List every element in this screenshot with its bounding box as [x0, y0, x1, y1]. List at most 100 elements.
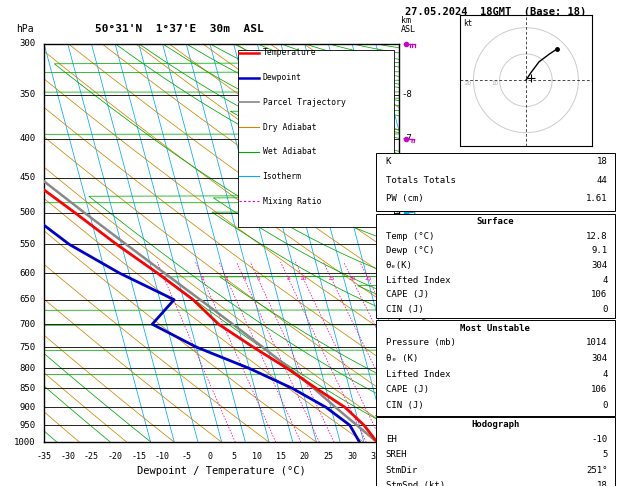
Text: 300: 300: [19, 39, 35, 48]
Text: -8: -8: [401, 90, 412, 99]
Text: Lifted Index: Lifted Index: [386, 369, 450, 379]
Text: θₑ(K): θₑ(K): [386, 261, 413, 270]
Text: CIN (J): CIN (J): [386, 305, 423, 314]
Text: CIN (J): CIN (J): [386, 401, 423, 410]
Text: 700: 700: [19, 320, 35, 329]
Text: 0: 0: [602, 305, 608, 314]
Bar: [376, 320, 615, 416]
Text: Lifted Index: Lifted Index: [386, 276, 450, 285]
Text: 400: 400: [19, 135, 35, 143]
Text: 1.61: 1.61: [586, 194, 608, 204]
Text: 2: 2: [201, 276, 204, 281]
Text: -20: -20: [108, 452, 123, 461]
Text: 5: 5: [602, 451, 608, 459]
Text: 350: 350: [19, 90, 35, 99]
Text: 950: 950: [19, 421, 35, 430]
Text: Dewpoint: Dewpoint: [262, 73, 301, 82]
Text: 9.1: 9.1: [591, 246, 608, 256]
Text: Dewp (°C): Dewp (°C): [386, 246, 434, 256]
Text: Dry Adiabat: Dry Adiabat: [262, 122, 316, 132]
Text: Parcel Trajectory: Parcel Trajectory: [262, 98, 345, 107]
Text: 0: 0: [208, 452, 213, 461]
Text: EH: EH: [386, 435, 396, 444]
Text: 40: 40: [394, 452, 404, 461]
Text: 106: 106: [591, 290, 608, 299]
Text: 3: 3: [225, 276, 228, 281]
Text: Dewpoint / Temperature (°C): Dewpoint / Temperature (°C): [137, 466, 306, 476]
Text: 25: 25: [323, 452, 333, 461]
Text: CAPE (J): CAPE (J): [386, 385, 429, 394]
Bar: [238, 50, 394, 226]
Text: -4: -4: [401, 295, 412, 304]
Text: Hodograph: Hodograph: [471, 420, 520, 430]
Text: Most Unstable: Most Unstable: [460, 324, 530, 333]
Text: 1014: 1014: [586, 338, 608, 347]
Text: -25: -25: [84, 452, 99, 461]
Text: 10: 10: [252, 452, 262, 461]
Bar: [376, 214, 615, 318]
Text: Temperature: Temperature: [262, 49, 316, 57]
Bar: [376, 153, 615, 211]
Text: km
ASL: km ASL: [401, 16, 416, 34]
Text: 251°: 251°: [586, 466, 608, 475]
Text: -5: -5: [401, 240, 412, 249]
Text: -3: -3: [401, 320, 412, 329]
Text: Pressure (mb): Pressure (mb): [386, 338, 455, 347]
Text: 106: 106: [591, 385, 608, 394]
Text: SREH: SREH: [386, 451, 408, 459]
Text: 15: 15: [328, 276, 335, 281]
Text: 20: 20: [299, 452, 309, 461]
Text: -1: -1: [401, 384, 412, 393]
Text: hPa: hPa: [16, 24, 33, 34]
Text: 10: 10: [299, 276, 307, 281]
Text: 15: 15: [276, 452, 286, 461]
Text: 4: 4: [602, 369, 608, 379]
Text: 4: 4: [602, 276, 608, 285]
Text: 8: 8: [287, 276, 290, 281]
Text: PW (cm): PW (cm): [386, 194, 423, 204]
Text: -15: -15: [131, 452, 147, 461]
Text: 800: 800: [19, 364, 35, 373]
Text: 27.05.2024  18GMT  (Base: 18): 27.05.2024 18GMT (Base: 18): [404, 7, 586, 17]
Text: 35: 35: [370, 452, 381, 461]
Text: 550: 550: [19, 240, 35, 249]
Text: StmDir: StmDir: [386, 466, 418, 475]
Text: 304: 304: [591, 261, 608, 270]
Text: -35: -35: [36, 452, 52, 461]
Text: K: K: [386, 157, 391, 167]
Text: Isotherm: Isotherm: [262, 172, 301, 181]
Text: -10: -10: [591, 435, 608, 444]
Text: Mixing Ratio (g/kg): Mixing Ratio (g/kg): [423, 227, 432, 322]
Text: 18: 18: [597, 157, 608, 167]
Text: 25: 25: [364, 276, 372, 281]
Text: 20: 20: [348, 276, 355, 281]
Text: Mixing Ratio: Mixing Ratio: [262, 197, 321, 206]
Text: LCL: LCL: [401, 422, 416, 432]
Text: -6: -6: [401, 174, 412, 182]
Text: 500: 500: [19, 208, 35, 217]
Text: θₑ (K): θₑ (K): [386, 354, 418, 363]
Text: -2: -2: [401, 364, 412, 373]
Text: 1: 1: [162, 276, 166, 281]
Bar: [376, 417, 615, 486]
Text: CAPE (J): CAPE (J): [386, 290, 429, 299]
Text: 750: 750: [19, 343, 35, 351]
Text: 0: 0: [602, 401, 608, 410]
Text: StmSpd (kt): StmSpd (kt): [386, 481, 445, 486]
Text: 600: 600: [19, 269, 35, 278]
Text: 50°31'N  1°37'E  30m  ASL: 50°31'N 1°37'E 30m ASL: [95, 24, 264, 34]
Text: 44: 44: [597, 176, 608, 185]
Text: Wet Adiabat: Wet Adiabat: [262, 147, 316, 156]
Text: 18: 18: [597, 481, 608, 486]
Text: 5: 5: [231, 452, 236, 461]
Text: Surface: Surface: [477, 217, 514, 226]
Text: 4: 4: [242, 276, 246, 281]
Text: 850: 850: [19, 384, 35, 393]
Text: -30: -30: [60, 452, 75, 461]
Text: 30: 30: [347, 452, 357, 461]
Text: -10: -10: [155, 452, 170, 461]
Text: -5: -5: [181, 452, 191, 461]
Text: Totals Totals: Totals Totals: [386, 176, 455, 185]
Text: 304: 304: [591, 354, 608, 363]
Text: 12.8: 12.8: [586, 232, 608, 241]
